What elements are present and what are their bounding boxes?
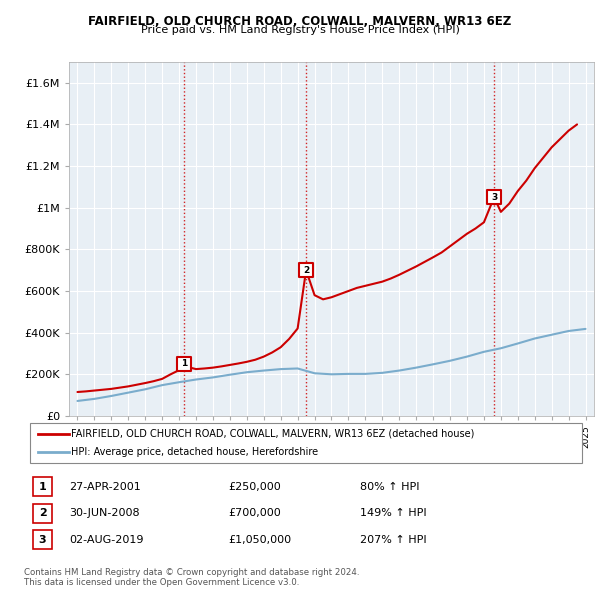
Text: 80% ↑ HPI: 80% ↑ HPI bbox=[360, 482, 419, 491]
Text: Contains HM Land Registry data © Crown copyright and database right 2024.
This d: Contains HM Land Registry data © Crown c… bbox=[24, 568, 359, 587]
FancyBboxPatch shape bbox=[33, 504, 52, 523]
Text: 02-AUG-2019: 02-AUG-2019 bbox=[69, 535, 143, 545]
Text: £1,050,000: £1,050,000 bbox=[228, 535, 291, 545]
Text: 149% ↑ HPI: 149% ↑ HPI bbox=[360, 509, 427, 518]
Text: 2: 2 bbox=[39, 509, 46, 518]
FancyBboxPatch shape bbox=[30, 423, 582, 463]
Text: FAIRFIELD, OLD CHURCH ROAD, COLWALL, MALVERN, WR13 6EZ: FAIRFIELD, OLD CHURCH ROAD, COLWALL, MAL… bbox=[88, 15, 512, 28]
Text: 1: 1 bbox=[181, 359, 188, 368]
Text: 3: 3 bbox=[491, 193, 497, 202]
Text: Price paid vs. HM Land Registry's House Price Index (HPI): Price paid vs. HM Land Registry's House … bbox=[140, 25, 460, 35]
Text: 1: 1 bbox=[39, 482, 46, 491]
Text: 30-JUN-2008: 30-JUN-2008 bbox=[69, 509, 140, 518]
Text: £250,000: £250,000 bbox=[228, 482, 281, 491]
Text: HPI: Average price, detached house, Herefordshire: HPI: Average price, detached house, Here… bbox=[71, 447, 319, 457]
Point bbox=[489, 192, 499, 202]
Point bbox=[301, 266, 311, 275]
Text: £700,000: £700,000 bbox=[228, 509, 281, 518]
Text: FAIRFIELD, OLD CHURCH ROAD, COLWALL, MALVERN, WR13 6EZ (detached house): FAIRFIELD, OLD CHURCH ROAD, COLWALL, MAL… bbox=[71, 429, 475, 439]
Text: 3: 3 bbox=[39, 535, 46, 545]
Point bbox=[179, 359, 189, 369]
Text: 2: 2 bbox=[303, 266, 309, 275]
Text: 27-APR-2001: 27-APR-2001 bbox=[69, 482, 141, 491]
FancyBboxPatch shape bbox=[33, 530, 52, 549]
FancyBboxPatch shape bbox=[33, 477, 52, 496]
Text: 207% ↑ HPI: 207% ↑ HPI bbox=[360, 535, 427, 545]
